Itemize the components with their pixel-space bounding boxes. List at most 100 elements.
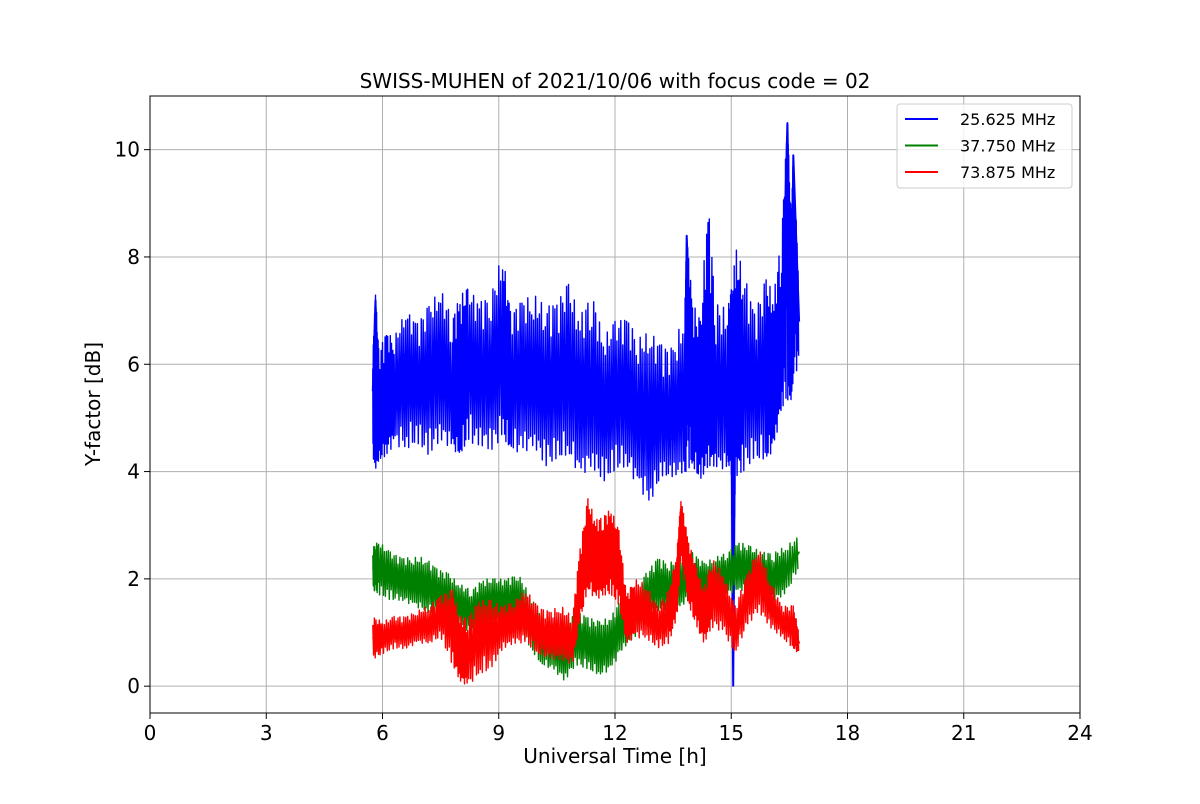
- data-point: [657, 626, 659, 628]
- data-point: [691, 406, 694, 408]
- data-point: [734, 401, 736, 403]
- data-point: [416, 390, 418, 392]
- data-point: [730, 390, 732, 392]
- data-point: [451, 395, 453, 398]
- data-point: [645, 610, 647, 612]
- series-25-625-MHz: [371, 122, 801, 687]
- data-point: [649, 411, 651, 414]
- data-point: [591, 390, 593, 392]
- x-tick-label: 21: [951, 721, 976, 745]
- series-envelope: [372, 537, 799, 681]
- data-point: [533, 395, 535, 398]
- data-point: [548, 637, 550, 639]
- data-point: [753, 395, 756, 398]
- data-point: [657, 583, 659, 585]
- data-point: [676, 578, 678, 580]
- data-point: [502, 626, 504, 628]
- data-point: [618, 567, 620, 569]
- data-point: [672, 438, 674, 440]
- data-point: [393, 631, 395, 634]
- data-point: [798, 551, 800, 553]
- data-point: [746, 599, 748, 601]
- data-point: [560, 637, 562, 639]
- data-point: [757, 578, 759, 580]
- x-tick-label: 0: [144, 721, 157, 745]
- data-point: [622, 621, 624, 623]
- legend: 25.625 MHz 37.750 MHz 73.875 MHz: [896, 103, 1073, 189]
- data-point: [471, 610, 473, 612]
- data-point: [490, 369, 492, 371]
- data-point: [372, 637, 374, 639]
- data-point: [490, 637, 492, 639]
- x-tick-label: 24: [1067, 721, 1092, 745]
- data-point: [428, 626, 430, 628]
- data-point: [424, 583, 426, 585]
- data-point: [587, 546, 589, 548]
- data-point: [610, 551, 612, 553]
- chart-title: SWISS-MUHEN of 2021/10/06 with focus cod…: [360, 69, 871, 93]
- x-tick-label: 15: [719, 721, 744, 745]
- x-tick-label: 12: [602, 721, 627, 745]
- data-point: [798, 320, 800, 322]
- data-point: [703, 583, 705, 585]
- x-tick-label: 6: [376, 721, 389, 745]
- data-point: [792, 626, 794, 628]
- data-point: [401, 578, 403, 580]
- data-point: [405, 352, 407, 355]
- data-point: [711, 589, 713, 591]
- data-point: [626, 385, 628, 387]
- data-point: [798, 642, 800, 644]
- data-point: [732, 685, 734, 687]
- data-point: [726, 572, 728, 575]
- legend-box: [896, 103, 1073, 189]
- data-point: [790, 342, 792, 344]
- data-point: [467, 347, 469, 349]
- x-tick-label: 9: [492, 721, 505, 745]
- data-point: [393, 395, 395, 398]
- data-point: [436, 589, 438, 591]
- data-point: [509, 390, 511, 392]
- data-point: [660, 433, 663, 435]
- data-point: [595, 562, 597, 564]
- data-point: [579, 411, 581, 414]
- data-point: [722, 599, 725, 601]
- data-point: [544, 385, 546, 387]
- y-tick-label: 6: [127, 352, 140, 376]
- data-point: [385, 385, 387, 387]
- y-tick-label: 10: [115, 138, 140, 162]
- data-point: [451, 621, 453, 623]
- data-point: [478, 385, 480, 387]
- legend-label: 25.625 MHz: [960, 110, 1055, 129]
- x-tick-label: 3: [260, 721, 273, 745]
- data-point: [505, 599, 508, 601]
- data-point: [513, 621, 515, 623]
- data-point: [459, 406, 461, 408]
- data-point: [684, 417, 686, 419]
- x-tick-label: 18: [835, 721, 860, 745]
- data-point: [726, 411, 728, 414]
- y-axis-label: Y-factor [dB]: [81, 342, 105, 467]
- y-tick-label: 2: [127, 567, 140, 591]
- data-point: [405, 631, 407, 634]
- data-point: [536, 631, 539, 634]
- data-point: [707, 395, 709, 398]
- y-tick-label: 0: [127, 674, 140, 698]
- data-point: [459, 605, 461, 607]
- data-point: [571, 642, 573, 644]
- data-point: [556, 401, 558, 403]
- data-point: [773, 390, 775, 392]
- series-envelope: [372, 122, 800, 669]
- data-point: [374, 299, 377, 301]
- data-point: [742, 379, 744, 381]
- data-point: [587, 642, 589, 644]
- data-point: [781, 352, 783, 355]
- data-point: [502, 358, 504, 360]
- data-point: [579, 589, 581, 591]
- data-point: [525, 615, 527, 618]
- y-tick-label: 4: [127, 460, 140, 484]
- plot-area: [371, 122, 801, 687]
- data-point: [440, 615, 442, 618]
- data-point: [773, 578, 775, 580]
- series-line: [372, 551, 800, 656]
